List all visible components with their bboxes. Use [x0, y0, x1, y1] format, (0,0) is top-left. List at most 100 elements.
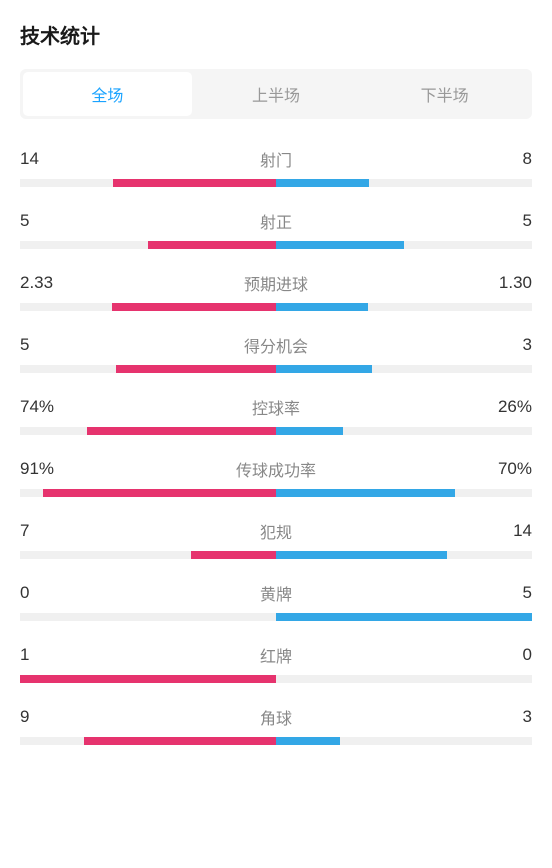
bar-fill-left: [113, 179, 276, 187]
stat-row: 7犯规14: [20, 519, 532, 559]
bar-fill-right: [276, 427, 343, 435]
stat-name: 控球率: [70, 395, 482, 419]
stat-right-value: 14: [482, 521, 532, 541]
bar-half-right: [276, 427, 532, 435]
bar-fill-right: [276, 303, 368, 311]
stat-labels: 5射正5: [20, 209, 532, 233]
stat-row: 91%传球成功率70%: [20, 457, 532, 497]
stat-labels: 7犯规14: [20, 519, 532, 543]
bar-half-left: [20, 241, 276, 249]
stat-labels: 0黄牌5: [20, 581, 532, 605]
bar-fill-right: [276, 489, 455, 497]
stat-bar: [20, 675, 532, 683]
bar-fill-left: [87, 427, 276, 435]
stat-row: 9角球3: [20, 705, 532, 745]
stat-name: 黄牌: [70, 581, 482, 605]
stat-left-value: 2.33: [20, 273, 70, 293]
stat-right-value: 26%: [482, 397, 532, 417]
stat-left-value: 74%: [20, 397, 70, 417]
bar-fill-right: [276, 241, 404, 249]
bar-half-right: [276, 179, 532, 187]
tab-0[interactable]: 全场: [23, 72, 192, 116]
bar-half-right: [276, 241, 532, 249]
stats-tabs: 全场上半场下半场: [20, 69, 532, 119]
stat-row: 2.33预期进球1.30: [20, 271, 532, 311]
stat-left-value: 5: [20, 335, 70, 355]
stat-labels: 74%控球率26%: [20, 395, 532, 419]
stat-name: 犯规: [70, 519, 482, 543]
stat-row: 14射门8: [20, 147, 532, 187]
stat-name: 预期进球: [70, 271, 482, 295]
tab-2[interactable]: 下半场: [360, 72, 529, 116]
stat-left-value: 1: [20, 645, 70, 665]
stat-name: 射门: [70, 147, 482, 171]
stat-row: 5射正5: [20, 209, 532, 249]
bar-half-left: [20, 551, 276, 559]
bar-half-right: [276, 303, 532, 311]
stat-name: 射正: [70, 209, 482, 233]
bar-fill-left: [191, 551, 276, 559]
bar-half-right: [276, 365, 532, 373]
stat-bar: [20, 365, 532, 373]
stat-bar: [20, 737, 532, 745]
bar-half-left: [20, 365, 276, 373]
stat-row: 0黄牌5: [20, 581, 532, 621]
stat-right-value: 1.30: [482, 273, 532, 293]
stat-right-value: 0: [482, 645, 532, 665]
stat-row: 5得分机会3: [20, 333, 532, 373]
stat-labels: 2.33预期进球1.30: [20, 271, 532, 295]
stat-bar: [20, 551, 532, 559]
stat-left-value: 0: [20, 583, 70, 603]
stat-labels: 14射门8: [20, 147, 532, 171]
bar-fill-left: [43, 489, 276, 497]
stat-right-value: 8: [482, 149, 532, 169]
bar-fill-left: [84, 737, 276, 745]
bar-half-right: [276, 551, 532, 559]
stat-bar: [20, 303, 532, 311]
bar-fill-right: [276, 613, 532, 621]
stat-left-value: 14: [20, 149, 70, 169]
stat-name: 传球成功率: [70, 457, 482, 481]
bar-half-left: [20, 675, 276, 683]
bar-half-right: [276, 489, 532, 497]
stat-bar: [20, 241, 532, 249]
bar-fill-left: [20, 675, 276, 683]
stat-left-value: 91%: [20, 459, 70, 479]
stat-left-value: 5: [20, 211, 70, 231]
stat-labels: 5得分机会3: [20, 333, 532, 357]
stat-row: 74%控球率26%: [20, 395, 532, 435]
bar-half-left: [20, 427, 276, 435]
stat-right-value: 3: [482, 335, 532, 355]
bar-fill-right: [276, 179, 369, 187]
stat-right-value: 5: [482, 211, 532, 231]
bar-fill-left: [148, 241, 276, 249]
stats-list: 14射门85射正52.33预期进球1.305得分机会374%控球率26%91%传…: [20, 147, 532, 745]
stat-right-value: 5: [482, 583, 532, 603]
stat-right-value: 3: [482, 707, 532, 727]
stat-name: 得分机会: [70, 333, 482, 357]
stat-labels: 91%传球成功率70%: [20, 457, 532, 481]
stat-bar: [20, 613, 532, 621]
bar-half-right: [276, 675, 532, 683]
tab-1[interactable]: 上半场: [192, 72, 361, 116]
bar-fill-right: [276, 551, 447, 559]
stat-name: 红牌: [70, 643, 482, 667]
stat-bar: [20, 179, 532, 187]
bar-fill-right: [276, 365, 372, 373]
bar-half-left: [20, 179, 276, 187]
bar-fill-left: [116, 365, 276, 373]
stat-labels: 1红牌0: [20, 643, 532, 667]
stat-name: 角球: [70, 705, 482, 729]
stat-labels: 9角球3: [20, 705, 532, 729]
stat-row: 1红牌0: [20, 643, 532, 683]
stat-left-value: 9: [20, 707, 70, 727]
bar-half-left: [20, 613, 276, 621]
bar-half-left: [20, 489, 276, 497]
bar-half-left: [20, 303, 276, 311]
stat-bar: [20, 489, 532, 497]
stat-bar: [20, 427, 532, 435]
stat-left-value: 7: [20, 521, 70, 541]
page-title: 技术统计: [20, 20, 532, 49]
bar-fill-left: [112, 303, 276, 311]
bar-half-right: [276, 737, 532, 745]
